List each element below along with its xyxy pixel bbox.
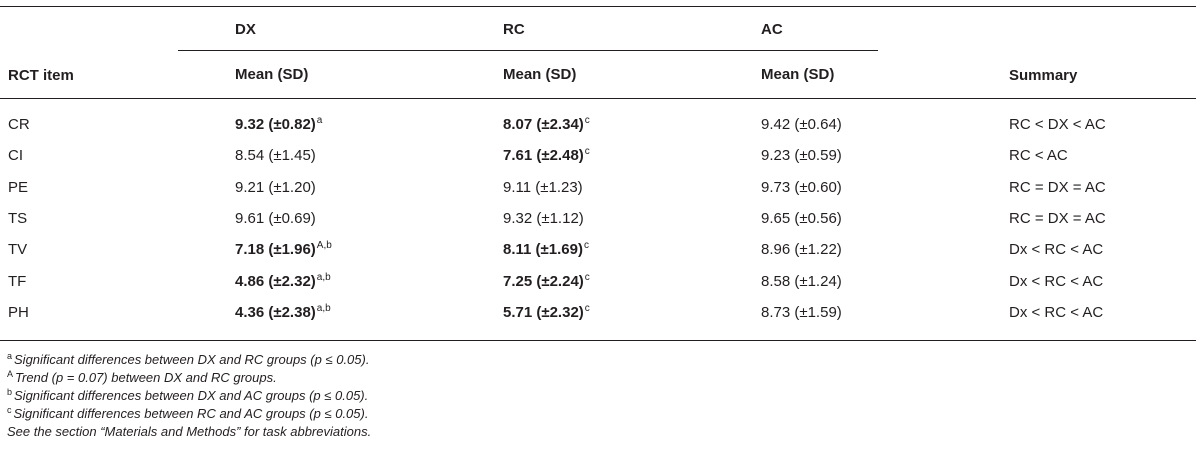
sub-header-dx: Mean (SD)	[235, 66, 309, 83]
mean-sd-value: 9.65 (±0.56)	[761, 210, 842, 227]
significance-marker: c	[583, 240, 589, 251]
mean-sd-cell: 9.21 (±1.20)	[235, 179, 316, 197]
group-header-rule	[178, 50, 878, 51]
mean-sd-value: 7.61 (±2.48)	[503, 147, 584, 164]
mean-sd-value: 9.42 (±0.64)	[761, 116, 842, 133]
mean-sd-value: 8.07 (±2.34)	[503, 116, 584, 133]
mean-sd-value: 7.18 (±1.96)	[235, 241, 316, 258]
table-bottom-rule	[0, 340, 1196, 341]
row-item-label: TV	[8, 241, 28, 258]
footnotes: a Significant differences between DX and …	[7, 351, 371, 441]
mean-sd-cell: 9.65 (±0.56)	[761, 210, 842, 228]
mean-sd-cell: 8.07 (±2.34)c	[503, 116, 590, 134]
footnote-text: Significant differences between DX and A…	[14, 388, 369, 403]
mean-sd-cell: 4.86 (±2.32)a,b	[235, 273, 331, 291]
mean-sd-cell: 9.32 (±1.12)	[503, 210, 584, 228]
summary-cell: RC = DX = AC	[1009, 179, 1106, 196]
summary-header: Summary	[1009, 67, 1078, 84]
significance-marker: a,b	[316, 303, 331, 314]
summary-cell: RC < DX < AC	[1009, 116, 1106, 133]
mean-sd-cell: 4.36 (±2.38)a,b	[235, 304, 331, 322]
row-item-label: CR	[8, 116, 30, 133]
mean-sd-value: 9.32 (±0.82)	[235, 116, 316, 133]
mean-sd-value: 9.11 (±1.23)	[503, 179, 583, 196]
mean-sd-value: 4.36 (±2.38)	[235, 304, 316, 321]
summary-cell: RC = DX = AC	[1009, 210, 1106, 227]
row-item-label: TF	[8, 273, 27, 290]
mean-sd-cell: 8.54 (±1.45)	[235, 147, 316, 165]
mean-sd-cell: 9.73 (±0.60)	[761, 179, 842, 197]
row-item-label: TS	[8, 210, 28, 227]
mean-sd-cell: 9.11 (±1.23)	[503, 179, 583, 197]
mean-sd-cell: 9.61 (±0.69)	[235, 210, 316, 228]
row-item-label: CI	[8, 147, 23, 164]
mean-sd-value: 9.21 (±1.20)	[235, 179, 316, 196]
significance-marker: c	[584, 115, 590, 126]
footnote-text: Significant differences between DX and R…	[14, 352, 370, 367]
mean-sd-cell: 9.42 (±0.64)	[761, 116, 842, 134]
mean-sd-cell: 5.71 (±2.32)c	[503, 304, 590, 322]
mean-sd-cell: 8.96 (±1.22)	[761, 241, 842, 259]
significance-marker: a,b	[316, 272, 331, 283]
mean-sd-cell: 7.25 (±2.24)c	[503, 273, 590, 291]
footnote-text: See the section “Materials and Methods” …	[7, 424, 372, 439]
footnote-text: Trend (p = 0.07) between DX and RC group…	[15, 370, 277, 385]
footnote-text: Significant differences between RC and A…	[13, 406, 369, 421]
mean-sd-value: 8.96 (±1.22)	[761, 241, 842, 258]
footnote-marker: b	[7, 387, 13, 397]
mean-sd-value: 8.54 (±1.45)	[235, 147, 316, 164]
group-header-rc: RC	[503, 21, 525, 38]
summary-cell: RC < AC	[1009, 147, 1068, 164]
group-header-ac: AC	[761, 21, 783, 38]
significance-marker: a	[316, 115, 323, 126]
summary-cell: Dx < RC < AC	[1009, 273, 1104, 290]
row-header: RCT item	[8, 67, 74, 84]
row-item-label: PE	[8, 179, 29, 196]
mean-sd-cell: 7.61 (±2.48)c	[503, 147, 590, 165]
mean-sd-value: 7.25 (±2.24)	[503, 273, 584, 290]
mean-sd-value: 8.58 (±1.24)	[761, 273, 842, 290]
mean-sd-value: 9.32 (±1.12)	[503, 210, 584, 227]
mean-sd-cell: 7.18 (±1.96)A,b	[235, 241, 332, 259]
footnote: a Significant differences between DX and …	[7, 351, 371, 369]
mean-sd-cell: 9.23 (±0.59)	[761, 147, 842, 165]
mean-sd-value: 4.86 (±2.32)	[235, 273, 316, 290]
mean-sd-value: 9.73 (±0.60)	[761, 179, 842, 196]
footnote-marker: A	[7, 369, 14, 379]
mean-sd-cell: 8.11 (±1.69)c	[503, 241, 589, 259]
group-header-dx: DX	[235, 21, 256, 38]
significance-marker: c	[584, 303, 590, 314]
significance-marker: A,b	[316, 240, 332, 251]
mean-sd-value: 9.23 (±0.59)	[761, 147, 842, 164]
footnote: A Trend (p = 0.07) between DX and RC grou…	[7, 369, 371, 387]
significance-marker: c	[584, 272, 590, 283]
footnote: See the section “Materials and Methods” …	[7, 423, 371, 441]
row-item-label: PH	[8, 304, 29, 321]
footnote-marker: a	[7, 351, 13, 361]
mean-sd-cell: 8.73 (±1.59)	[761, 304, 842, 322]
mean-sd-value: 8.11 (±1.69)	[503, 241, 583, 258]
summary-cell: Dx < RC < AC	[1009, 241, 1104, 258]
summary-cell: Dx < RC < AC	[1009, 304, 1104, 321]
sub-header-ac: Mean (SD)	[761, 66, 835, 83]
sub-header-rc: Mean (SD)	[503, 66, 577, 83]
mean-sd-value: 9.61 (±0.69)	[235, 210, 316, 227]
table-top-rule	[0, 6, 1196, 7]
mean-sd-value: 5.71 (±2.32)	[503, 304, 584, 321]
footnote: c Significant differences between RC and …	[7, 405, 371, 423]
mean-sd-value: 8.73 (±1.59)	[761, 304, 842, 321]
footnote: b Significant differences between DX and …	[7, 387, 371, 405]
significance-marker: c	[584, 146, 590, 157]
mean-sd-cell: 9.32 (±0.82)a	[235, 116, 322, 134]
mean-sd-cell: 8.58 (±1.24)	[761, 273, 842, 291]
footnote-marker: c	[7, 405, 12, 415]
header-bottom-rule	[0, 98, 1196, 99]
